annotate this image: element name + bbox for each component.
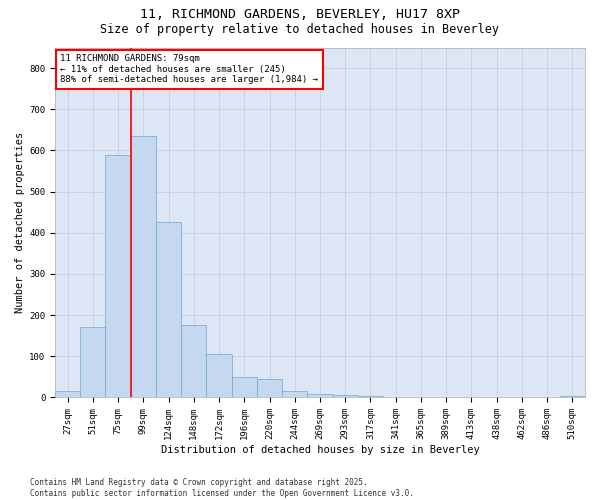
Bar [156, 222, 181, 398]
Bar [484, 396, 509, 398]
Bar [332, 396, 358, 398]
Text: Size of property relative to detached houses in Beverley: Size of property relative to detached ho… [101, 22, 499, 36]
Bar [459, 396, 484, 398]
Bar [509, 396, 535, 398]
Bar [232, 377, 257, 398]
Bar [358, 396, 383, 398]
Text: 11 RICHMOND GARDENS: 79sqm
← 11% of detached houses are smaller (245)
88% of sem: 11 RICHMOND GARDENS: 79sqm ← 11% of deta… [61, 54, 319, 84]
Bar [307, 394, 332, 398]
Y-axis label: Number of detached properties: Number of detached properties [15, 132, 25, 313]
Text: 11, RICHMOND GARDENS, BEVERLEY, HU17 8XP: 11, RICHMOND GARDENS, BEVERLEY, HU17 8XP [140, 8, 460, 20]
Bar [80, 328, 106, 398]
Bar [206, 354, 232, 398]
Bar [282, 392, 307, 398]
Bar [409, 396, 434, 398]
X-axis label: Distribution of detached houses by size in Beverley: Distribution of detached houses by size … [161, 445, 479, 455]
Bar [535, 396, 560, 398]
Bar [106, 154, 131, 398]
Bar [257, 379, 282, 398]
Bar [181, 326, 206, 398]
Bar [131, 136, 156, 398]
Bar [55, 392, 80, 398]
Text: Contains HM Land Registry data © Crown copyright and database right 2025.
Contai: Contains HM Land Registry data © Crown c… [30, 478, 414, 498]
Bar [383, 396, 409, 398]
Bar [434, 396, 459, 398]
Bar [560, 396, 585, 398]
